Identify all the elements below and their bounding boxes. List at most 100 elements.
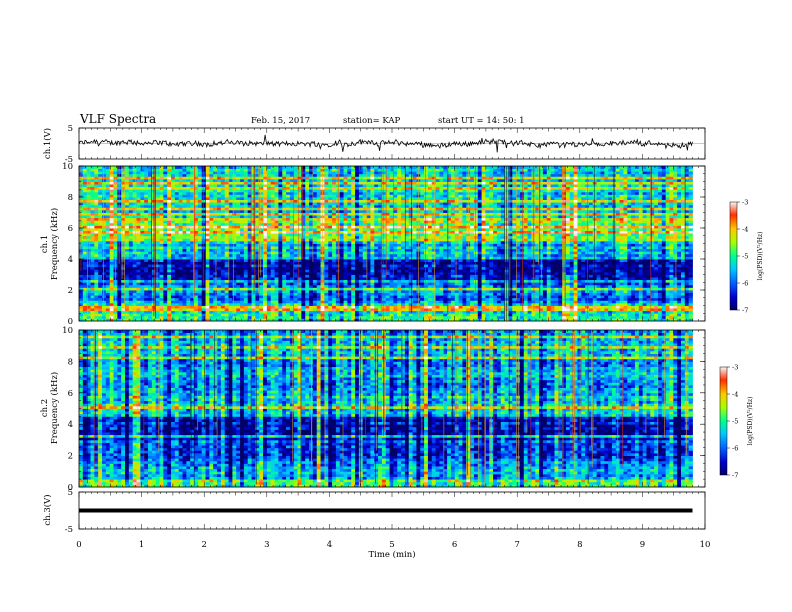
spectrogram-cell (462, 271, 467, 275)
spectrogram-cell (190, 269, 195, 273)
spectrogram-cell (381, 264, 387, 268)
spectrogram-cell (278, 313, 283, 317)
spectrogram-cell (312, 251, 318, 255)
spectrogram-cell (500, 266, 505, 270)
spectrogram-cell (631, 292, 636, 296)
spectrogram-cell (320, 318, 325, 322)
spectrogram-cell (531, 248, 536, 252)
spectrogram-cell (657, 259, 663, 262)
spectrogram-cell (94, 290, 99, 293)
spectrogram-cell (516, 287, 521, 291)
spectrogram-cell (128, 277, 134, 281)
spectrogram-cell (608, 290, 613, 293)
spectrogram-cell (404, 318, 410, 322)
spectrogram-cell (167, 290, 172, 293)
spectrogram-cell (677, 246, 682, 250)
spectrogram-cell (201, 266, 206, 270)
spectrogram-cell (585, 287, 590, 291)
spectrogram-cell (209, 287, 214, 291)
spectrogram-cell (378, 318, 383, 322)
spectrogram-cell (297, 302, 302, 306)
spectrogram-cell (519, 279, 525, 283)
spectrogram-cell (194, 269, 199, 273)
spectrogram-cell (247, 297, 252, 301)
spectrogram-cell (174, 243, 180, 247)
spectrogram-cell (516, 305, 521, 309)
spectrogram-cell (243, 264, 249, 268)
spectrogram-cell (343, 243, 348, 247)
spectrogram-cell (600, 295, 605, 299)
spectrogram-cell (240, 292, 245, 296)
spectrogram-cell (412, 297, 417, 301)
spectrogram-cell (178, 274, 183, 278)
spectrogram-cell (458, 287, 463, 291)
spectrogram-cell (604, 259, 609, 262)
spectrogram-cell (642, 246, 647, 250)
spectrogram-cell (573, 261, 578, 265)
spectrogram-cell (673, 274, 678, 278)
spectrogram-cell (201, 274, 206, 278)
spectrogram-cell (585, 282, 590, 286)
spectrogram-cell (665, 313, 670, 317)
spectrogram-cell (328, 243, 333, 247)
spectrogram-cell (393, 264, 398, 268)
spectrogram-cell (286, 264, 291, 268)
spectrogram-cell (102, 290, 107, 293)
spectrogram-cell (209, 243, 214, 247)
spectrogram-cell (420, 302, 425, 306)
spectrogram-cell (201, 243, 206, 247)
spectrogram-cell (305, 313, 310, 317)
spectrogram-cell (332, 287, 337, 291)
spectrogram-cell (224, 310, 229, 314)
spectrogram-cell (374, 282, 379, 286)
spectrogram-cell (439, 297, 444, 301)
spectrogram-cell (316, 300, 321, 304)
spectrogram-cell (228, 259, 233, 262)
spectrogram-cell (669, 261, 674, 265)
spectrogram-cell (623, 302, 628, 306)
spectrogram-cell (500, 248, 505, 252)
spectrogram-cell (213, 282, 218, 286)
spectrogram-cell (680, 266, 686, 270)
spectrogram-cell (324, 264, 329, 268)
spectrogram-cell (493, 261, 498, 265)
spectrogram-cell (581, 284, 586, 288)
spectrogram-cell (167, 308, 172, 312)
spectrogram-cell (86, 253, 91, 257)
spectrogram-cell (427, 310, 433, 314)
spectrogram-cell (128, 251, 134, 255)
spectrogram-cell (657, 279, 663, 283)
spectrogram-cell (439, 295, 444, 299)
spectrogram-cell (263, 251, 268, 255)
spectrogram-cell (535, 261, 540, 265)
spectrogram-cell (581, 261, 586, 265)
spectrogram-cell (140, 290, 145, 293)
spectrogram-cell (665, 251, 670, 255)
spectrogram-cell (608, 310, 613, 314)
spectrogram-cell (186, 300, 191, 304)
spectrogram-cell (301, 302, 306, 306)
spectrogram-cell (661, 274, 667, 278)
spectrogram-cell (105, 305, 111, 309)
spectrogram-cell (427, 302, 433, 306)
spectrogram-cell (190, 253, 195, 257)
spectrogram-cell (224, 264, 229, 268)
spectrogram-cell (450, 310, 456, 314)
spectrogram-cell (332, 251, 337, 255)
spectrogram-cell (205, 315, 210, 319)
spectrogram-cell (378, 274, 383, 278)
spectrogram-cell (194, 279, 199, 283)
spectrogram-cell (569, 292, 575, 296)
spectrogram-cell (370, 246, 375, 250)
spectrogram-cell (573, 279, 578, 283)
spectrogram-cell (289, 253, 295, 257)
spectrogram-cell (355, 287, 360, 291)
spectrogram-cell (316, 261, 321, 265)
spectrogram-cell (98, 264, 103, 268)
spectrogram-cell (355, 297, 360, 301)
spectrogram-cell (209, 248, 214, 252)
spectrogram-cell (332, 284, 337, 288)
spectrogram-cell (401, 292, 406, 296)
spectrogram-cell (316, 295, 321, 299)
spectrogram-cell (688, 259, 693, 262)
